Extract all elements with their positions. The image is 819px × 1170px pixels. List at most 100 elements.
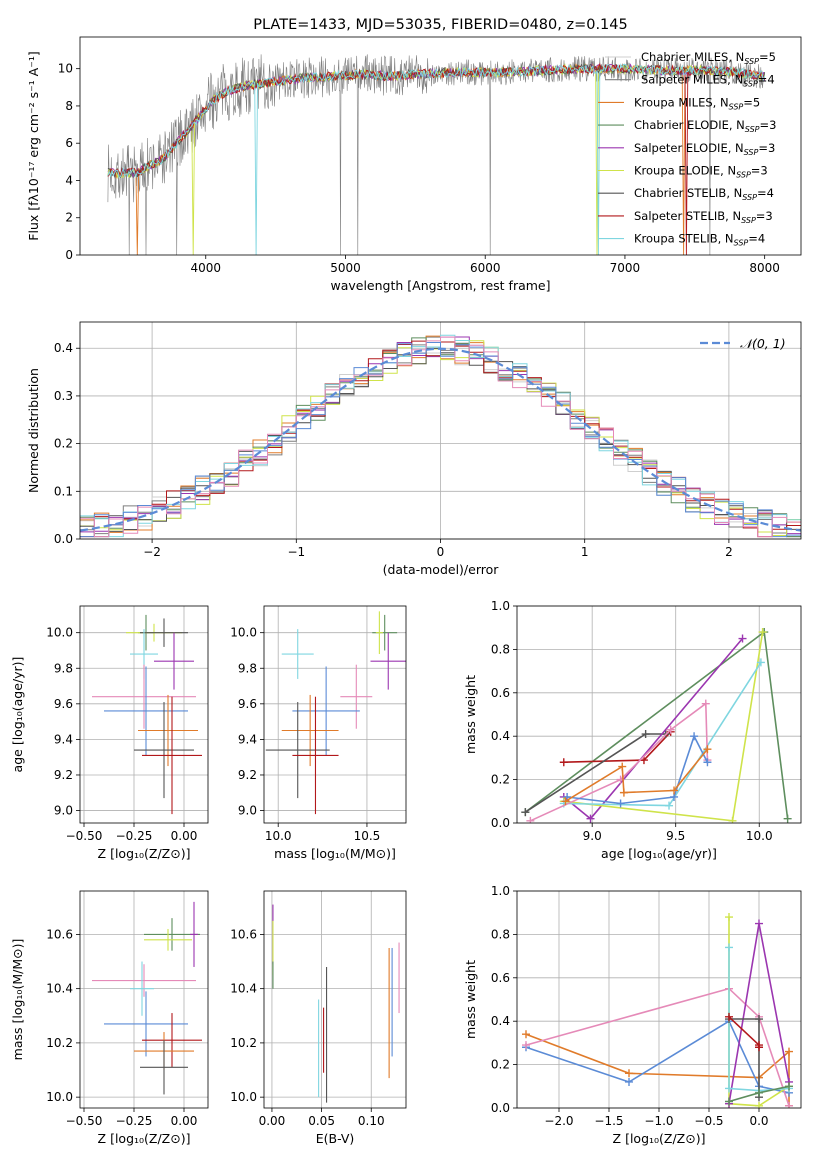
model-spectrum-kroupa_miles bbox=[107, 63, 765, 255]
weight-point-marker bbox=[755, 1101, 763, 1108]
legend-value: =5 bbox=[759, 50, 776, 64]
x-tick-label: 0.0 bbox=[749, 1114, 768, 1128]
y-axis-label: mass weight bbox=[463, 675, 478, 754]
y-tick-label: 0.0 bbox=[491, 816, 510, 830]
weight-point-marker bbox=[755, 1088, 763, 1097]
y-tick-label: 2 bbox=[65, 211, 73, 225]
weight-point-marker bbox=[785, 1047, 793, 1056]
y-tick-label: 10.2 bbox=[230, 1036, 257, 1050]
legend-text: Chabrier MILES, N bbox=[641, 50, 744, 64]
x-axis-label: Z [log₁₀(Z/Z⊙)] bbox=[98, 1131, 191, 1146]
legend-text: Kroupa MILES, N bbox=[634, 95, 729, 109]
weight-point-marker bbox=[783, 814, 792, 823]
y-tick-label: 9.8 bbox=[54, 661, 73, 675]
normal-distribution-curve bbox=[80, 347, 801, 532]
axes-mass_vs_z: −0.50 −0.25 0.00 10.0 10.2 10.4 10.6 Z [log₁₀(Z… bbox=[10, 890, 209, 1146]
weight-series-line bbox=[525, 1020, 790, 1094]
x-tick-label: 2 bbox=[725, 545, 733, 559]
weight-point-marker bbox=[619, 788, 628, 797]
weight-point-marker bbox=[755, 1015, 763, 1024]
weight-point-marker bbox=[666, 725, 675, 734]
axes-frame bbox=[79, 321, 802, 540]
x-tick-label: −0.25 bbox=[116, 829, 153, 843]
x-tick-label: −1 bbox=[287, 545, 305, 559]
legend-label: Kroupa ELODIE, NSSP=3 bbox=[634, 164, 768, 180]
axes-spectrum: 4000 5000 6000 7000 8000 0 2 4 6 8 10 wavelength [A… bbox=[26, 17, 802, 293]
plot-area bbox=[521, 628, 792, 823]
y-tick-label: 0.8 bbox=[491, 642, 510, 656]
chart-title: PLATE=1433, MJD=53035, FIBERID=0480, z=0… bbox=[253, 17, 627, 33]
y-tick-label: 10 bbox=[58, 62, 73, 76]
legend-subscript: SSP bbox=[744, 148, 759, 157]
legend: 𝒩(0, 1) bbox=[700, 336, 786, 351]
y-tick-label: 9.2 bbox=[238, 768, 257, 782]
x-tick-label: 0.00 bbox=[171, 829, 198, 843]
y-tick-label: 0.2 bbox=[491, 773, 510, 787]
y-tick-label: 9.4 bbox=[54, 732, 73, 746]
weight-point-marker bbox=[758, 628, 767, 637]
axes-frame bbox=[79, 890, 209, 1109]
axes-residual_histogram: −2 −1 0 1 2 0.0 0.1 0.2 0.3 0.4 (data-model)/error… bbox=[26, 321, 802, 577]
weight-point-marker bbox=[785, 1101, 793, 1108]
y-tick-label: 9.2 bbox=[54, 768, 73, 782]
y-tick-label: 6 bbox=[65, 136, 73, 150]
weight-point-marker bbox=[618, 762, 627, 771]
y-tick-label: 1.0 bbox=[491, 599, 510, 613]
plot-area bbox=[107, 54, 766, 255]
y-tick-label: 0 bbox=[65, 248, 73, 262]
y-tick-label: 0.2 bbox=[54, 437, 73, 451]
weight-point-marker bbox=[690, 732, 699, 741]
axes-weight_vs_z: −2.0 −1.5 −1.0 −0.5 0.0 0.0 0.2 0.4 0.6 0.8 1.0 Z [… bbox=[463, 884, 802, 1146]
legend-label: Salpeter MILES, NSSP=4 bbox=[641, 73, 775, 89]
weight-point-marker bbox=[725, 1084, 733, 1093]
weight-point-marker bbox=[641, 730, 650, 739]
axes-frame bbox=[263, 890, 407, 1109]
legend-subscript: SSP bbox=[745, 125, 760, 134]
axes-frame bbox=[79, 36, 802, 256]
legend-value: =4 bbox=[748, 232, 765, 246]
x-tick-label: −2 bbox=[143, 545, 161, 559]
legend-text: Salpeter STELIB, N bbox=[634, 209, 741, 223]
legend-value: =3 bbox=[756, 209, 773, 223]
y-tick-label: 0.8 bbox=[491, 927, 510, 941]
legend-value: =5 bbox=[743, 95, 760, 109]
plot-area bbox=[92, 901, 202, 1095]
weight-point-marker bbox=[756, 658, 765, 667]
plot-area bbox=[80, 334, 801, 538]
axes-frame bbox=[263, 605, 407, 824]
y-tick-label: 0.2 bbox=[491, 1058, 510, 1072]
y-axis-label: age [log₁₀(age/yr)] bbox=[10, 657, 25, 773]
plot-area bbox=[522, 913, 793, 1108]
y-tick-label: 10.6 bbox=[230, 927, 257, 941]
x-tick-label: 9.5 bbox=[666, 829, 685, 843]
x-tick-label: 10.0 bbox=[746, 829, 773, 843]
legend-value: =3 bbox=[751, 164, 768, 178]
y-tick-label: 0.0 bbox=[54, 532, 73, 546]
weight-point-marker bbox=[586, 814, 595, 823]
x-tick-label: 10.0 bbox=[265, 829, 292, 843]
x-axis-label: age [log₁₀(age/yr)] bbox=[601, 846, 717, 861]
legend-label: Salpeter STELIB, NSSP=3 bbox=[634, 209, 773, 225]
y-tick-label: 10.2 bbox=[46, 1036, 73, 1050]
legend-subscript: SSP bbox=[729, 102, 744, 111]
x-tick-label: −2.0 bbox=[544, 1114, 573, 1128]
legend-text: Chabrier ELODIE, N bbox=[634, 118, 745, 132]
x-tick-label: 5000 bbox=[330, 261, 361, 275]
y-tick-label: 0.0 bbox=[491, 1101, 510, 1115]
axes-frame bbox=[516, 605, 802, 824]
y-tick-label: 0.6 bbox=[491, 686, 510, 700]
y-tick-label: 0.4 bbox=[491, 1014, 510, 1028]
x-axis-label: (data-model)/error bbox=[383, 562, 500, 577]
y-tick-label: 10.4 bbox=[46, 982, 73, 996]
y-tick-label: 9.0 bbox=[54, 804, 73, 818]
x-tick-label: 4000 bbox=[190, 261, 221, 275]
x-tick-label: 1 bbox=[581, 545, 589, 559]
legend-value: =3 bbox=[760, 118, 777, 132]
y-axis-label: mass [log₁₀(M/M⊙)] bbox=[10, 939, 25, 1061]
x-tick-label: −0.5 bbox=[694, 1114, 723, 1128]
x-tick-label: −0.50 bbox=[66, 829, 103, 843]
weight-point-marker bbox=[522, 1041, 530, 1050]
weight-point-marker bbox=[526, 816, 535, 823]
